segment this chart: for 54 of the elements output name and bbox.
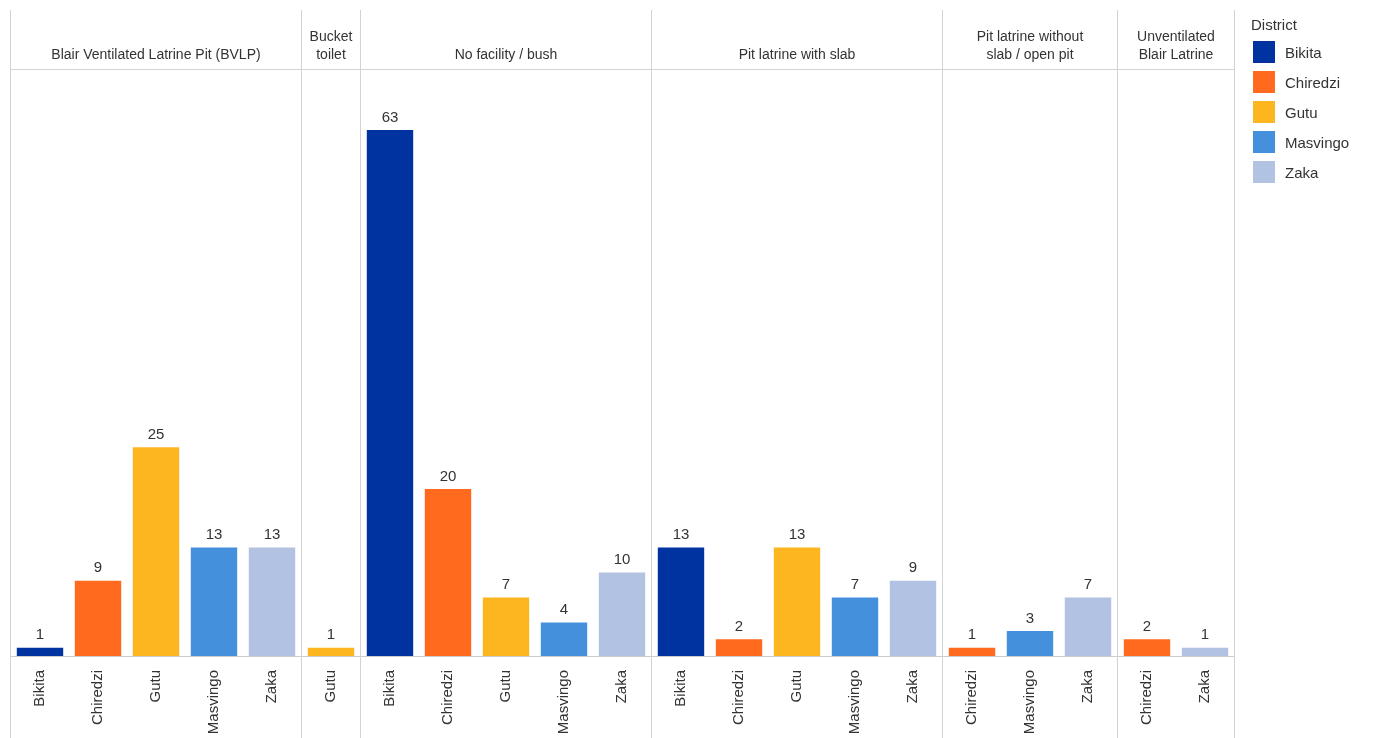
data-label: 2	[734, 616, 744, 634]
x-tick-label: Gutu	[496, 670, 514, 703]
legend-label: Bikita	[1285, 43, 1322, 61]
data-label: 7	[501, 575, 511, 593]
data-label: 7	[1083, 575, 1093, 593]
x-tick-label: Gutu	[321, 670, 339, 703]
chart-title: Blair Ventilated Latrine Pit (BVLP)	[51, 45, 261, 63]
chart-title: Unventilated Blair Latrine	[1136, 27, 1216, 63]
chart-title: Pit latrine with slab	[738, 45, 856, 63]
x-tick-label: Zaka	[903, 669, 921, 704]
x-tick-label: Chiredzi	[962, 670, 980, 726]
data-label: 3	[1025, 608, 1035, 626]
x-tick-label: Bikita	[30, 669, 48, 707]
data-label: 13	[788, 525, 806, 543]
data-label: 9	[93, 558, 103, 576]
x-tick-label: Masvingo	[554, 670, 572, 735]
data-label: 4	[559, 600, 569, 618]
data-label: 1	[326, 625, 336, 643]
x-tick-label: Gutu	[146, 670, 164, 703]
x-tick-label: Chiredzi	[729, 670, 747, 726]
x-tick-label: Chiredzi	[88, 670, 106, 726]
x-tick-label: Chiredzi	[438, 670, 456, 726]
x-tick-label: Bikita	[380, 669, 398, 707]
x-tick-label: Chiredzi	[1137, 670, 1155, 726]
x-tick-label: Zaka	[1078, 669, 1096, 704]
x-tick-label: Masvingo	[204, 670, 222, 735]
data-label: 1	[35, 625, 45, 643]
chart-title: Pit latrine without slab / open pit	[975, 27, 1085, 63]
x-tick-label: Bikita	[671, 669, 689, 707]
x-tick-label: Zaka	[1195, 669, 1213, 704]
data-label: 1	[1200, 625, 1210, 643]
legend-title: District	[1251, 16, 1298, 33]
legend-label: Gutu	[1285, 103, 1318, 121]
data-label: 20	[439, 466, 457, 484]
chart-title: No facility / bush	[454, 45, 558, 63]
data-label: 9	[908, 558, 918, 576]
legend-label: Chiredzi	[1285, 73, 1341, 91]
data-label: 63	[381, 107, 399, 125]
x-tick-label: Gutu	[787, 670, 805, 703]
data-label: 2	[1142, 616, 1152, 634]
data-label: 25	[147, 424, 165, 442]
data-label: 1	[967, 625, 977, 643]
x-tick-label: Masvingo	[845, 670, 863, 735]
x-tick-label: Masvingo	[1020, 670, 1038, 735]
data-label: 13	[205, 525, 223, 543]
legend-label: Masvingo	[1285, 133, 1350, 151]
x-tick-label: Zaka	[262, 669, 280, 704]
data-label: 7	[850, 575, 860, 593]
data-label: 13	[263, 525, 281, 543]
data-label: 13	[672, 525, 690, 543]
data-label: 10	[613, 550, 631, 568]
legend-label: Zaka	[1285, 163, 1319, 181]
chart-title: Bucket toilet	[309, 27, 353, 63]
x-tick-label: Zaka	[612, 669, 630, 704]
